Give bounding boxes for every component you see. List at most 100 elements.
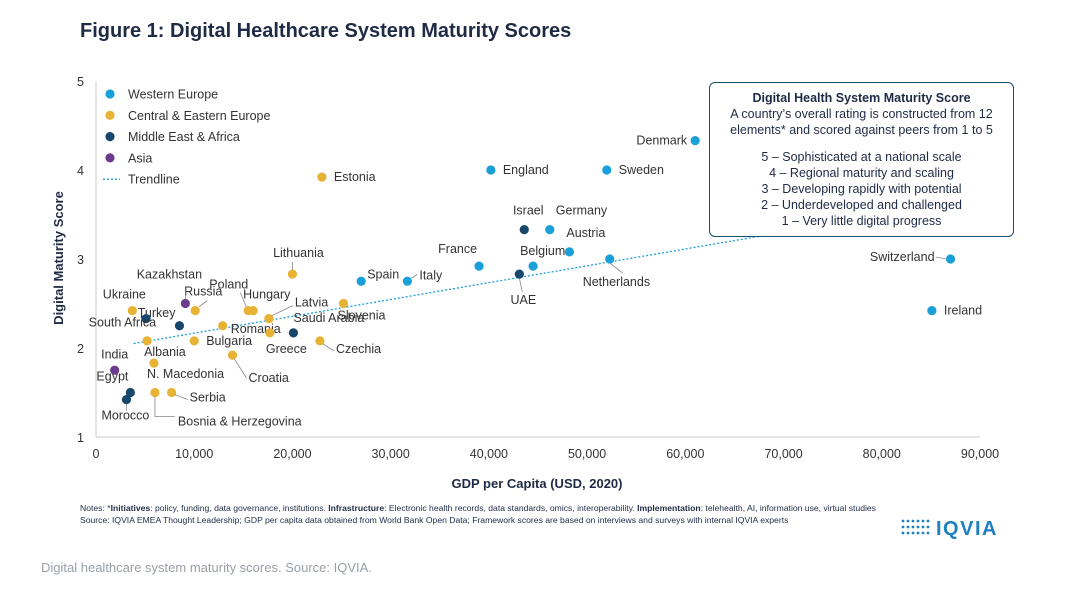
data-point: Croatia	[227, 350, 289, 385]
x-tick-label: 50,000	[568, 447, 606, 461]
point-label: Croatia	[249, 371, 289, 385]
point-marker	[287, 269, 298, 279]
x-tick-label: 20,000	[273, 447, 311, 461]
x-tick-label: 60,000	[666, 447, 704, 461]
notes-prefix: Notes: *	[80, 503, 111, 513]
leader-line	[154, 396, 175, 417]
point-label: Spain	[367, 267, 399, 281]
point-label: Germany	[556, 204, 608, 218]
point-label: Belgium	[520, 244, 565, 258]
legend-marker	[105, 153, 115, 163]
data-point: Egypt	[96, 370, 135, 398]
trendline-layer	[133, 197, 981, 345]
y-tick-label: 4	[77, 164, 84, 178]
point-label: South Africa	[89, 316, 156, 330]
data-point: Kazakhstan	[137, 268, 202, 309]
legend-item: Asia	[105, 151, 152, 165]
point-label: Kazakhstan	[137, 268, 202, 282]
point-label: Serbia	[190, 391, 226, 405]
maturity-score-infobox: Digital Health System Maturity Score A c…	[709, 82, 1014, 237]
leader-line	[271, 305, 294, 316]
page-title: Figure 1: Digital Healthcare System Matu…	[80, 20, 572, 42]
point-label: Greece	[266, 342, 307, 356]
data-point: Bulgaria	[189, 334, 252, 348]
legend-marker	[105, 89, 115, 99]
data-point: Slovenia	[338, 298, 386, 323]
y-tick-label: 3	[77, 253, 84, 267]
point-marker	[142, 336, 152, 346]
infobox-level: 2 – Underdeveloped and challenged	[761, 198, 962, 212]
leader-line	[322, 343, 335, 352]
data-point: Estonia	[317, 170, 376, 184]
point-marker	[180, 298, 190, 309]
point-label: Switzerland	[870, 250, 935, 264]
data-point: Albania	[142, 336, 186, 359]
y-axis-label: Digital Maturity Score	[51, 191, 66, 325]
data-point: N. Macedonia	[147, 358, 224, 381]
point-marker	[174, 321, 185, 331]
infobox-title: Digital Health System Maturity Score	[752, 91, 971, 105]
data-point: South Africa	[89, 314, 156, 330]
point-marker	[127, 306, 137, 316]
point-label: Morocco	[101, 409, 149, 423]
point-marker	[149, 358, 159, 368]
legend-marker	[105, 110, 115, 120]
point-marker	[514, 269, 524, 279]
notes-key: Initiatives	[110, 503, 151, 513]
data-point: Spain	[356, 267, 399, 286]
x-tick-label: 30,000	[372, 447, 410, 461]
point-label: Austria	[566, 226, 605, 240]
point-marker	[248, 306, 258, 316]
notes-key: Implementation	[637, 503, 701, 513]
scatter-chart: 0 10,000 20,000 30,000 40,000 50,000 60,000 70,…	[51, 75, 999, 491]
logo-dots-icon	[901, 519, 930, 535]
data-point: Germany	[545, 204, 608, 235]
data-point: Serbia	[167, 387, 226, 405]
data-point: UAE	[510, 269, 536, 307]
legend-marker	[105, 132, 115, 142]
legend: Western Europe Central & Eastern Europe Mi…	[103, 88, 270, 187]
point-marker	[189, 336, 199, 346]
point-marker	[564, 247, 575, 257]
leader-line	[935, 256, 947, 260]
point-marker	[121, 395, 132, 405]
data-point: Netherlands	[583, 254, 650, 289]
notes: Notes: *Initiatives: policy, funding, da…	[80, 502, 1000, 526]
point-label: Lithuania	[273, 246, 324, 260]
x-tick-label: 70,000	[764, 447, 802, 461]
legend-item: Central & Eastern Europe	[105, 109, 270, 123]
data-point: Switzerland	[870, 250, 956, 264]
point-label: Egypt	[96, 370, 128, 384]
point-label: Italy	[419, 268, 443, 282]
point-label: UAE	[510, 293, 536, 307]
data-point: Ireland	[927, 304, 982, 318]
data-point: Latvia	[264, 296, 328, 324]
point-label: Bulgaria	[206, 334, 252, 348]
point-marker	[110, 365, 120, 375]
x-tick-label: 0	[93, 447, 100, 461]
point-marker	[402, 276, 412, 286]
trendline	[133, 197, 981, 345]
point-marker	[190, 306, 200, 316]
legend-label: Middle East & Africa	[128, 130, 240, 144]
point-label: Bosnia & Herzegovina	[178, 415, 302, 429]
point-label: Slovenia	[338, 309, 386, 323]
infobox-level: 5 – Sophisticated at a national scale	[761, 150, 962, 164]
point-marker	[315, 336, 325, 346]
data-point: Greece	[265, 328, 307, 356]
data-point: Belgium	[520, 244, 565, 271]
point-marker	[288, 328, 299, 338]
point-label: Denmark	[636, 134, 687, 148]
axes: 0 10,000 20,000 30,000 40,000 50,000 60,000 70,…	[77, 75, 999, 461]
point-marker	[945, 254, 956, 264]
data-point: Denmark	[636, 134, 700, 148]
point-marker	[338, 298, 349, 309]
data-point: Hungary	[243, 288, 291, 316]
notes-value: : telehealth, AI, information use, virtu…	[700, 503, 876, 513]
point-label: Hungary	[243, 288, 291, 302]
legend-label: Asia	[128, 151, 152, 165]
x-tick-label: 10,000	[175, 447, 213, 461]
point-marker	[150, 387, 160, 398]
point-label: Netherlands	[583, 275, 650, 289]
infobox-level: 3 – Developing rapidly with potential	[761, 182, 962, 196]
